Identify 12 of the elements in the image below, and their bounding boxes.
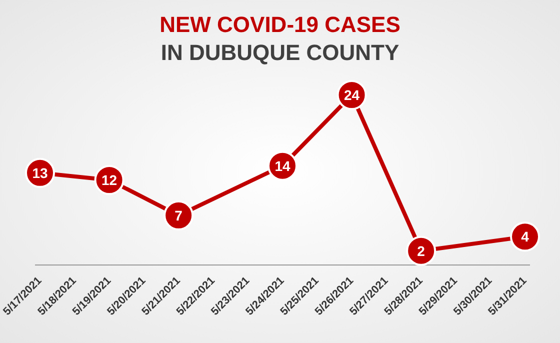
data-label: 14 <box>274 158 290 174</box>
point <box>510 222 540 252</box>
data-label: 7 <box>174 207 183 224</box>
data-label: 4 <box>521 228 530 245</box>
chart-subtitle: IN DUBUQUE COUNTY <box>160 40 400 66</box>
data-label: 24 <box>344 86 360 103</box>
data-label: 12 <box>101 172 118 188</box>
data-label: 13 <box>32 164 48 181</box>
point <box>406 236 436 266</box>
chart-title: NEW COVID-19 CASES <box>158 12 402 38</box>
point <box>164 200 194 230</box>
data-label: 2 <box>417 242 426 259</box>
